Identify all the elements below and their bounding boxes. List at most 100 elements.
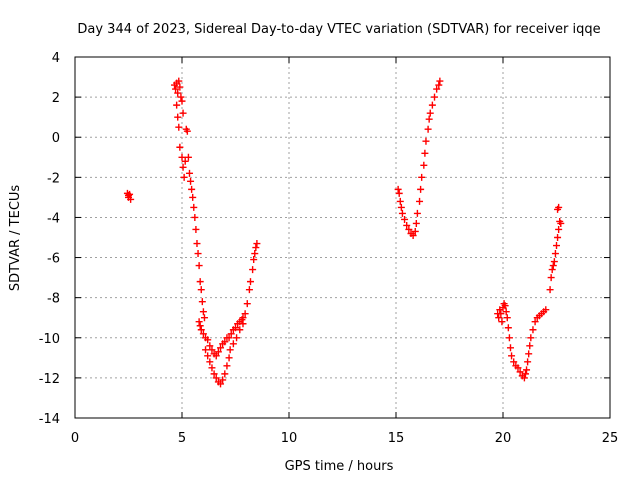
data-point bbox=[174, 113, 182, 121]
data-point bbox=[223, 362, 231, 370]
data-point bbox=[183, 127, 191, 135]
data-point bbox=[221, 370, 229, 378]
data-point bbox=[409, 231, 417, 239]
y-tick-label: 2 bbox=[52, 91, 60, 106]
data-point bbox=[125, 193, 132, 201]
data-point bbox=[546, 286, 554, 294]
x-tick-label: 10 bbox=[281, 431, 298, 446]
data-point bbox=[542, 306, 550, 314]
x-tick-label: 15 bbox=[388, 431, 405, 446]
y-tick-label: -2 bbox=[47, 171, 60, 186]
data-point bbox=[245, 286, 253, 294]
data-point bbox=[521, 370, 529, 378]
data-point bbox=[531, 318, 539, 326]
data-point bbox=[199, 330, 207, 338]
data-point bbox=[202, 346, 210, 354]
data-point bbox=[243, 300, 251, 308]
data-point bbox=[252, 244, 260, 252]
data-point bbox=[395, 189, 403, 197]
data-point bbox=[188, 185, 196, 193]
data-point bbox=[208, 346, 216, 354]
data-point bbox=[197, 286, 205, 294]
data-point bbox=[551, 250, 559, 258]
data-point bbox=[418, 173, 426, 181]
data-point bbox=[239, 314, 247, 322]
data-point bbox=[250, 256, 258, 264]
data-point bbox=[206, 342, 214, 350]
data-point bbox=[195, 262, 203, 270]
data-point bbox=[421, 149, 429, 157]
data-point bbox=[227, 330, 235, 338]
data-point bbox=[526, 342, 534, 350]
data-point bbox=[174, 89, 182, 97]
data-point bbox=[178, 153, 186, 161]
data-point bbox=[214, 348, 222, 356]
y-tick-label: -8 bbox=[47, 292, 60, 307]
data-point bbox=[179, 163, 187, 171]
data-point bbox=[179, 109, 187, 117]
data-point bbox=[555, 203, 563, 211]
data-point bbox=[497, 310, 505, 318]
y-tick-label: -14 bbox=[39, 412, 60, 427]
data-point bbox=[508, 352, 516, 360]
data-point bbox=[229, 340, 237, 348]
data-point bbox=[428, 101, 436, 109]
data-point bbox=[204, 352, 212, 360]
data-points bbox=[123, 77, 565, 388]
x-tick-label: 0 bbox=[71, 431, 79, 446]
data-point bbox=[195, 318, 203, 326]
data-point bbox=[403, 221, 411, 229]
data-point bbox=[197, 326, 205, 334]
data-point bbox=[527, 334, 535, 342]
data-point bbox=[436, 77, 444, 85]
data-point bbox=[249, 266, 257, 274]
data-point bbox=[204, 336, 212, 344]
data-point bbox=[422, 137, 430, 145]
data-point bbox=[553, 242, 560, 250]
data-point bbox=[433, 85, 441, 93]
data-point bbox=[175, 77, 183, 85]
data-point bbox=[505, 334, 513, 342]
data-point bbox=[210, 370, 218, 378]
data-point bbox=[225, 334, 233, 342]
data-point bbox=[178, 97, 186, 105]
data-point bbox=[199, 308, 207, 316]
data-point bbox=[177, 93, 185, 101]
data-point bbox=[502, 308, 510, 316]
x-axis-label: GPS time / hours bbox=[285, 459, 394, 474]
data-point bbox=[555, 225, 563, 233]
data-point bbox=[253, 240, 261, 248]
data-point bbox=[173, 101, 181, 109]
data-point bbox=[196, 278, 204, 286]
data-point bbox=[181, 157, 189, 165]
data-point bbox=[547, 274, 555, 282]
data-point bbox=[417, 185, 425, 193]
data-point bbox=[431, 93, 439, 101]
data-point bbox=[525, 350, 533, 358]
data-point bbox=[212, 352, 220, 360]
data-point bbox=[504, 324, 512, 332]
data-point bbox=[557, 219, 565, 227]
data-point bbox=[401, 215, 409, 223]
data-point bbox=[194, 250, 202, 258]
data-point bbox=[246, 278, 254, 286]
x-tick-label: 25 bbox=[602, 431, 619, 446]
data-point bbox=[236, 326, 244, 334]
data-point bbox=[185, 169, 193, 177]
data-point bbox=[184, 153, 192, 161]
data-point bbox=[524, 358, 532, 366]
data-point bbox=[398, 209, 406, 217]
data-point bbox=[176, 83, 184, 91]
data-point bbox=[239, 320, 247, 328]
data-point bbox=[548, 266, 556, 274]
data-point bbox=[241, 310, 249, 318]
data-point bbox=[549, 262, 557, 270]
y-tick-label: -12 bbox=[39, 372, 60, 387]
data-point bbox=[394, 185, 402, 193]
data-point bbox=[212, 374, 220, 382]
data-point bbox=[187, 177, 195, 185]
data-point bbox=[550, 258, 558, 266]
data-point bbox=[192, 225, 200, 233]
data-point bbox=[175, 123, 183, 131]
data-point bbox=[516, 368, 524, 376]
